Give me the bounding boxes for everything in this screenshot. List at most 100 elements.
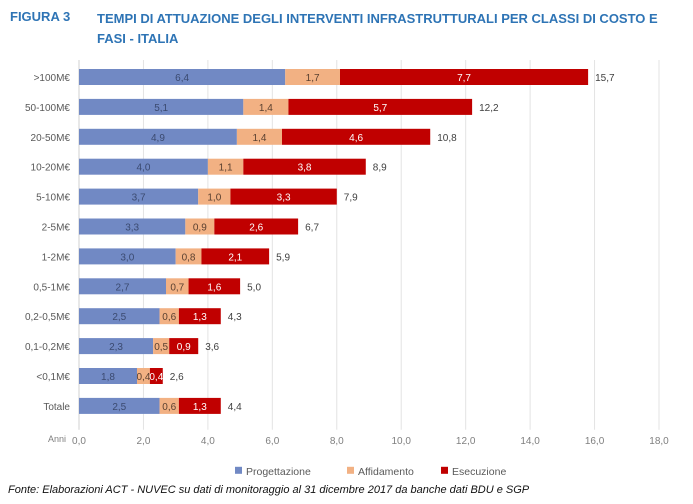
data-label: 2,7 <box>116 282 130 293</box>
figure-title: TEMPI DI ATTUAZIONE DEGLI INTERVENTI INF… <box>97 11 658 46</box>
total-label: 4,4 <box>228 402 242 413</box>
bar-segment-affidamento <box>175 248 202 265</box>
bar-segment-esecuzione <box>340 69 589 85</box>
data-label: 0,4 <box>149 372 163 383</box>
total-label: 12,2 <box>479 103 499 114</box>
bar-segment-affidamento <box>243 98 289 115</box>
data-label: 1,8 <box>101 372 115 383</box>
x-tick-label: 8,0 <box>330 436 344 447</box>
data-label: 0,7 <box>170 282 184 293</box>
bar-segment-progettazione <box>79 128 237 145</box>
bar-segment-affidamento <box>207 158 244 175</box>
total-label: 5,0 <box>247 282 261 293</box>
data-label: 1,4 <box>252 133 266 144</box>
data-label: 3,8 <box>298 163 312 174</box>
bar-segment-esecuzione <box>282 128 431 145</box>
bar-segment-esecuzione <box>214 218 299 235</box>
data-label: 7,7 <box>457 73 471 84</box>
data-label: 4,9 <box>151 133 165 144</box>
bar-segment-esecuzione <box>178 397 221 414</box>
bar-segment-progettazione <box>79 69 286 85</box>
category-label: 1-2M€ <box>42 252 71 263</box>
data-label: 0,9 <box>177 342 191 353</box>
legend-label-affidamento: Affidamento <box>358 466 414 478</box>
data-label: 1,1 <box>219 163 233 174</box>
x-tick-label: 10,0 <box>391 436 411 447</box>
legend-swatch-esecuzione <box>441 466 448 474</box>
bar-segment-affidamento <box>166 278 189 295</box>
bar-segment-progettazione <box>79 368 137 384</box>
bar-segment-esecuzione <box>149 368 163 384</box>
bar-segment-affidamento <box>159 397 179 414</box>
total-label: 8,9 <box>373 163 387 174</box>
category-label: Totale <box>43 402 70 413</box>
data-label: 1,3 <box>193 402 207 413</box>
total-label: 2,6 <box>170 372 184 383</box>
bar-segment-progettazione <box>79 158 208 175</box>
data-label: 0,4 <box>136 372 150 383</box>
category-label: 2-5M€ <box>42 223 71 234</box>
data-label: 4,0 <box>136 163 150 174</box>
data-label: 1,3 <box>193 312 207 323</box>
data-label: 6,4 <box>175 73 189 84</box>
data-label: 5,1 <box>154 103 168 114</box>
data-label: 5,7 <box>373 103 387 114</box>
category-label: 50-100M€ <box>25 103 70 114</box>
data-label: 1,0 <box>207 193 221 204</box>
data-label: 3,3 <box>125 223 139 234</box>
x-tick-label: 2,0 <box>136 436 150 447</box>
bar-segment-affidamento <box>137 368 150 384</box>
data-label: 1,4 <box>259 103 273 114</box>
x-axis-title: Anni <box>48 434 66 444</box>
bar-segment-affidamento <box>198 188 231 205</box>
legend-swatch-progettazione <box>235 466 242 474</box>
data-label: 2,3 <box>109 342 123 353</box>
x-tick-label: 12,0 <box>456 436 476 447</box>
total-label: 7,9 <box>344 193 358 204</box>
x-tick-label: 16,0 <box>585 436 605 447</box>
category-label: 0,5-1M€ <box>33 282 70 293</box>
bar-segment-esecuzione <box>169 338 199 355</box>
data-label: 0,6 <box>162 402 176 413</box>
data-label: 0,5 <box>154 342 168 353</box>
x-tick-label: 0,0 <box>72 436 86 447</box>
x-tick-label: 4,0 <box>201 436 215 447</box>
total-label: 3,6 <box>205 342 219 353</box>
data-label: 4,6 <box>349 133 363 144</box>
bar-segment-esecuzione <box>188 278 241 295</box>
total-label: 10,8 <box>437 133 457 144</box>
category-label: 0,1-0,2M€ <box>25 342 70 353</box>
bar-segment-esecuzione <box>230 188 337 205</box>
stacked-bar-chart: >100M€ 6,4 1,7 7,7 15,7 50-100M€ 5,1 1,4 5,7 12,2… <box>25 60 669 478</box>
category-label: 0,2-0,5M€ <box>25 312 70 323</box>
data-label: 1,6 <box>207 282 221 293</box>
figure-label: FIGURA 3 <box>10 9 71 24</box>
bar-segment-affidamento <box>153 338 170 355</box>
data-label: 3,0 <box>120 252 134 263</box>
x-tick-label: 18,0 <box>649 436 669 447</box>
bar-segment-affidamento <box>185 218 215 235</box>
x-tick-label: 14,0 <box>520 436 540 447</box>
data-label: 0,8 <box>182 252 196 263</box>
bar-segment-progettazione <box>79 98 244 115</box>
legend-label-progettazione: Progettazione <box>246 466 311 478</box>
category-label: 5-10M€ <box>36 193 70 204</box>
bar-segment-esecuzione <box>288 98 473 115</box>
data-label: 2,5 <box>112 402 126 413</box>
bar-segment-affidamento <box>159 308 179 325</box>
data-label: 3,3 <box>277 193 291 204</box>
source-note: Fonte: Elaborazioni ACT - NUVEC su dati … <box>8 484 530 496</box>
bar-segment-progettazione <box>79 218 186 235</box>
bar-segment-progettazione <box>79 278 166 295</box>
data-label: 1,7 <box>306 73 320 84</box>
bar-segment-progettazione <box>79 188 199 205</box>
legend-swatch-affidamento <box>347 466 354 474</box>
data-label: 2,1 <box>228 252 242 263</box>
bar-segment-affidamento <box>236 128 282 145</box>
total-label: 15,7 <box>595 73 615 84</box>
category-label: 20-50M€ <box>31 133 71 144</box>
bar-segment-esecuzione <box>201 248 270 265</box>
category-label: >100M€ <box>34 73 71 84</box>
bar-segment-progettazione <box>79 397 160 414</box>
bar-segment-esecuzione <box>178 308 221 325</box>
